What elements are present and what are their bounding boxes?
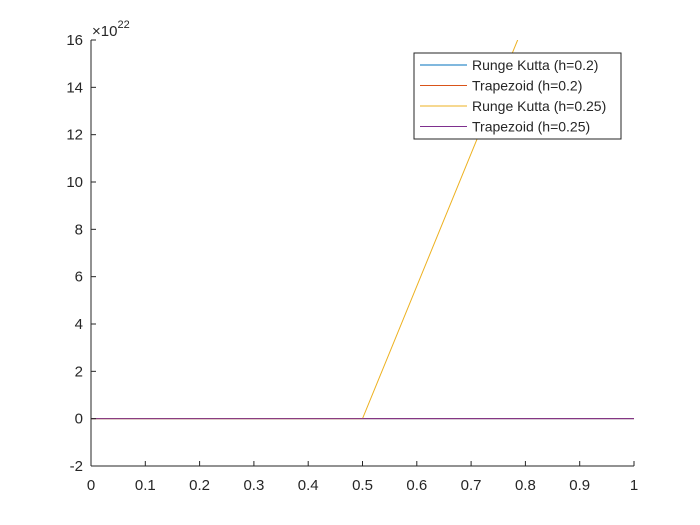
legend-label: Runge Kutta (h=0.2)	[472, 57, 598, 73]
y-tick-label: 2	[75, 363, 83, 380]
x-tick-label: 0.5	[352, 477, 373, 494]
y-exponent-label: ×1022	[92, 19, 130, 40]
y-tick-label: 0	[75, 411, 83, 428]
y-tick-label: 8	[75, 221, 83, 238]
y-tick-label: -2	[70, 458, 83, 475]
axes: 0 0.1 0.2 0.3 0.4 0.5 0.6 0.7 0.8 0.9 1-2024681012…	[66, 32, 638, 494]
legend-box	[413, 52, 622, 140]
y-tick-label: 10	[66, 174, 83, 191]
legend: Runge Kutta (h=0.2) Trapezoid (h=0.2) Rung…	[413, 52, 622, 140]
x-tick-label: 0	[87, 477, 95, 494]
x-tick-label: 0.9	[569, 477, 590, 494]
series-layer	[91, 40, 634, 420]
x-tick-label: 0.6	[406, 477, 427, 494]
legend-label: Trapezoid (h=0.2)	[472, 78, 582, 94]
x-tick-label: 0.4	[298, 477, 319, 494]
x-tick-label: 0.2	[189, 477, 210, 494]
y-tick-label: 16	[66, 32, 83, 49]
legend-label: Trapezoid (h=0.25)	[472, 119, 590, 135]
x-tick-label: 0.1	[135, 477, 156, 494]
x-tick-label: 1	[630, 477, 638, 494]
y-tick-label: 4	[75, 316, 83, 333]
x-tick-label: 0.7	[461, 477, 482, 494]
legend-label: Runge Kutta (h=0.25)	[472, 98, 606, 114]
x-tick-label: 0.3	[243, 477, 264, 494]
x-tick-label: 0.8	[515, 477, 536, 494]
y-tick-label: 6	[75, 269, 83, 286]
y-tick-label: 12	[66, 127, 83, 144]
y-tick-label: 14	[66, 79, 83, 96]
